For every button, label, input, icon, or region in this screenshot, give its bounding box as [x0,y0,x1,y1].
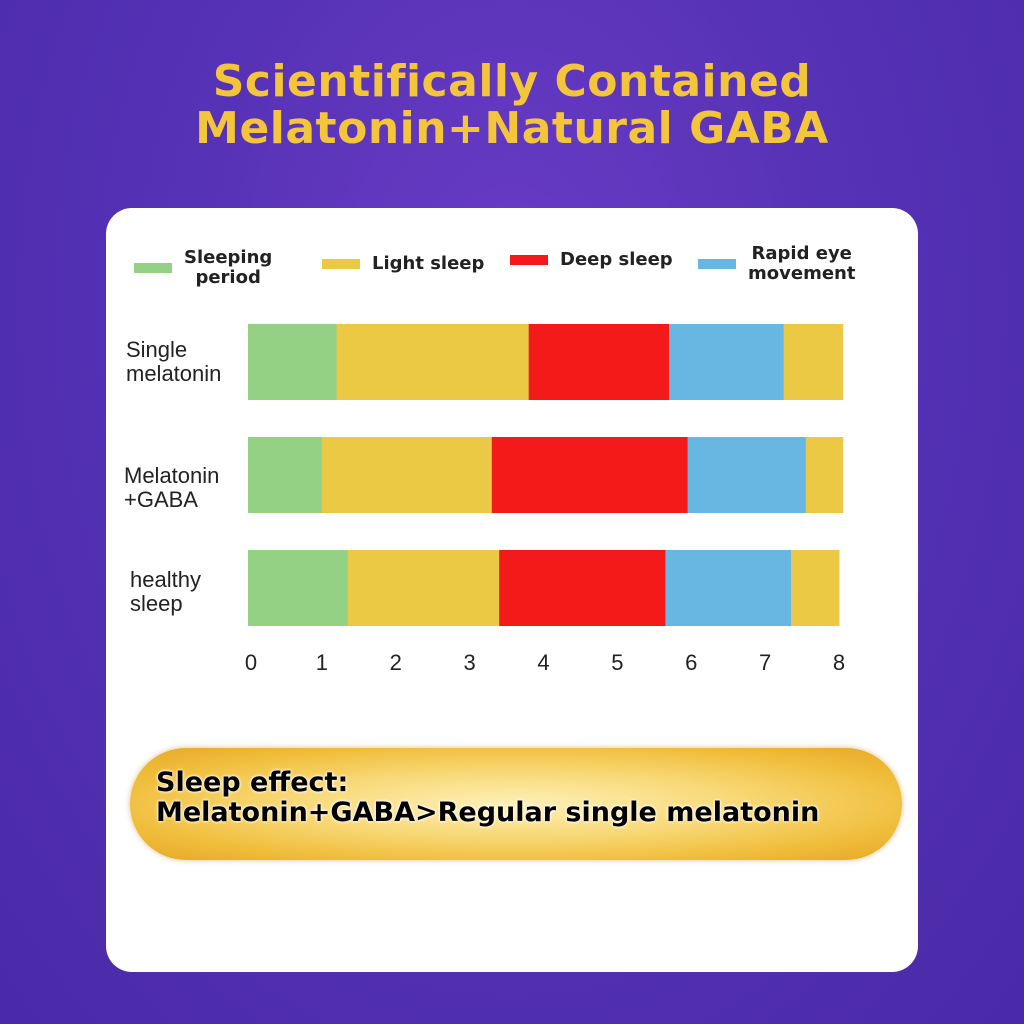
bar-segment-rapid-eye-movement-row-3 [665,550,792,626]
summary-text: Sleep effect: Melatonin+GABA>Regular sin… [156,768,819,828]
bar-segment-deep-sleep-row-3 [499,550,666,626]
x-tick-label: 1 [315,650,328,675]
title-line-2: Melatonin+Natural GABA [195,103,829,154]
summary-line-1: Sleep effect: [156,767,349,798]
x-tick-label: 7 [759,650,772,675]
summary-line-2: Melatonin+GABA>Regular single melatonin [156,797,820,828]
x-tick-label: 6 [685,650,698,675]
bar-segment-sleeping-period-row-2 [248,437,323,513]
x-tick-label: 0 [244,650,258,675]
x-tick-label: 8 [832,650,846,675]
bar-segment-light-sleep-end-row-1 [783,324,844,400]
x-tick-label: 4 [537,650,550,675]
bar-segment-light-sleep-row-2 [321,437,493,513]
bar-segment-light-sleep-row-3 [347,550,500,626]
category-label-single-melatonin: Single melatonin [126,337,222,386]
bar-segment-deep-sleep-row-1 [528,324,670,400]
bar-segment-deep-sleep-row-2 [491,437,689,513]
bar-segment-rapid-eye-movement-row-1 [669,324,785,400]
legend: Sleeping period Light sleep Deep sleep R… [106,208,918,308]
x-tick-label: 2 [389,650,402,675]
legend-item-sleeping-period: Sleeping period [134,248,272,288]
legend-swatch [510,255,548,265]
title-line-1: Scientifically Contained [212,56,812,107]
x-tick-label: 5 [611,650,624,675]
legend-item-light-sleep: Light sleep [322,254,484,274]
summary-banner: Sleep effect: Melatonin+GABA>Regular sin… [130,748,902,860]
stacked-bar-chart [248,324,844,626]
legend-label: Light sleep [372,253,485,274]
legend-swatch [698,259,736,269]
legend-item-rapid-eye-movement: Rapid eye movement [698,244,855,284]
legend-item-deep-sleep: Deep sleep [510,250,673,270]
legend-swatch [134,263,172,273]
chart-panel: Sleeping period Light sleep Deep sleep R… [106,208,918,972]
bar-segment-rapid-eye-movement-row-2 [687,437,807,513]
page-title: Scientifically Contained Melatonin+Natur… [0,58,1024,152]
bar-segment-sleeping-period-row-1 [248,324,338,400]
legend-swatch [322,259,360,269]
bar-segment-light-sleep-end-row-3 [791,550,840,626]
bar-segment-light-sleep-end-row-2 [805,437,844,513]
category-label-healthy-sleep: healthy sleep [130,567,201,616]
bar-segment-sleeping-period-row-3 [248,550,349,626]
x-tick-label: 3 [463,650,476,675]
legend-label: Rapid eye movement [748,243,856,284]
bar-segment-light-sleep-row-1 [336,324,530,400]
legend-label: Deep sleep [560,249,673,270]
legend-label: Sleeping period [184,247,273,288]
category-label-melatonin-gaba: Melatonin +GABA [124,463,220,512]
